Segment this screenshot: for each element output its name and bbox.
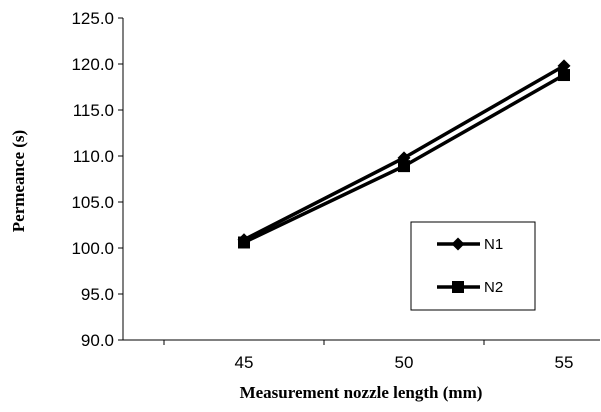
y-tick-label: 115.0 — [73, 101, 114, 120]
legend-label: N2 — [484, 279, 503, 296]
y-axis-title: Permeance (s) — [9, 130, 28, 232]
y-axis-ticks: 90.0 95.0 100.0 105.0 110.0 115.0 120.0 125.0 — [71, 9, 123, 350]
series-N1 — [237, 59, 571, 247]
y-tick-label: 90.0 — [81, 331, 114, 350]
x-axis-ticks: 45 50 55 — [163, 340, 574, 372]
data-point — [558, 69, 570, 82]
x-axis-title: Measurement nozzle length (mm) — [240, 383, 483, 402]
y-tick-label: 100.0 — [71, 239, 114, 258]
y-tick-label: 105.0 — [71, 193, 114, 212]
legend: N1 N2 — [410, 221, 536, 311]
data-point — [398, 160, 410, 173]
legend-item-N1: N1 — [437, 236, 503, 253]
legend-item-N2: N2 — [437, 279, 503, 296]
legend-box — [410, 221, 536, 311]
x-tick-label: 45 — [235, 353, 254, 372]
x-tick-label: 50 — [395, 353, 414, 372]
y-tick-label: 95.0 — [81, 285, 114, 304]
data-point — [238, 236, 250, 249]
y-tick-label: 125.0 — [71, 9, 114, 28]
legend-label: N1 — [484, 236, 503, 253]
series-layer — [237, 59, 571, 249]
legend-marker — [452, 281, 464, 293]
y-tick-label: 110.0 — [73, 147, 114, 166]
plot-frame — [122, 18, 600, 341]
y-tick-label: 120.0 — [71, 55, 114, 74]
x-tick-label: 55 — [555, 353, 574, 372]
series-N2 — [238, 69, 570, 249]
legend-marker — [451, 237, 465, 251]
